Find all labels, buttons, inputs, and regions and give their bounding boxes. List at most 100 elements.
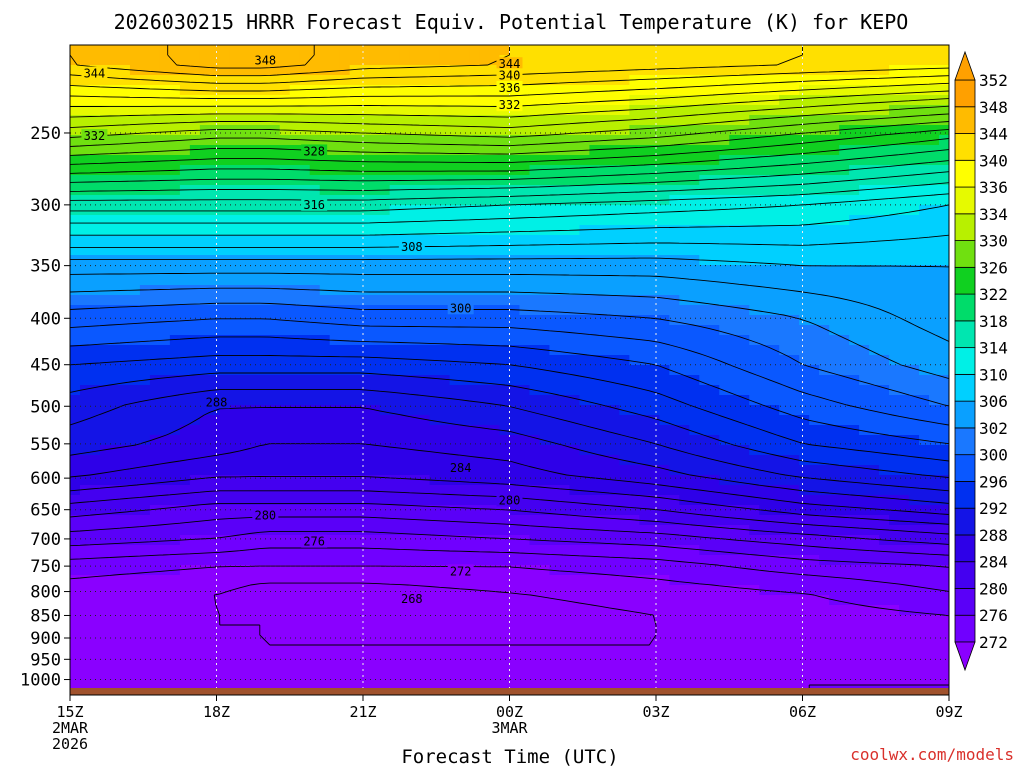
- field-cell: [779, 445, 790, 456]
- field-cell: [509, 325, 521, 336]
- field-cell: [599, 205, 610, 216]
- field-cell: [489, 115, 501, 126]
- field-cell: [419, 275, 431, 286]
- field-cell: [359, 285, 371, 296]
- field-cell: [919, 455, 930, 466]
- field-cell: [839, 435, 850, 446]
- field-cell: [629, 505, 640, 516]
- field-cell: [199, 45, 211, 56]
- field-cell: [609, 345, 620, 356]
- field-cell: [379, 505, 391, 516]
- field-cell: [789, 155, 800, 166]
- field-cell: [549, 435, 561, 446]
- field-cell: [699, 265, 710, 276]
- field-cell: [819, 115, 830, 126]
- field-cell: [849, 525, 860, 536]
- field-cell: [829, 365, 840, 376]
- field-cell: [549, 325, 561, 336]
- field-cell: [859, 565, 870, 576]
- field-cell: [199, 325, 211, 336]
- field-cell: [879, 135, 890, 146]
- field-cell: [269, 155, 281, 166]
- field-cell: [729, 255, 740, 266]
- field-cell: [529, 85, 541, 96]
- field-cell: [729, 65, 740, 76]
- field-cell: [99, 275, 111, 286]
- field-cell: [189, 135, 201, 146]
- field-cell: [809, 365, 820, 376]
- field-cell: [469, 315, 481, 326]
- field-cell: [519, 415, 531, 426]
- field-cell: [659, 485, 670, 496]
- field-cell: [869, 265, 880, 276]
- field-cell: [429, 425, 441, 436]
- field-cell: [129, 535, 141, 546]
- field-cell: [119, 235, 131, 246]
- field-cell: [889, 95, 900, 106]
- field-cell: [419, 455, 431, 466]
- field-cell: [699, 575, 710, 586]
- field-cell: [759, 85, 770, 96]
- field-cell: [859, 105, 870, 116]
- field-cell: [179, 275, 191, 286]
- field-cell: [189, 455, 201, 466]
- field-cell: [109, 265, 121, 276]
- field-cell: [479, 515, 491, 526]
- field-cell: [789, 475, 800, 486]
- field-cell: [369, 105, 381, 116]
- field-cell: [259, 485, 271, 496]
- field-cell: [809, 415, 820, 426]
- field-cell: [809, 185, 820, 196]
- field-cell: [259, 335, 271, 346]
- field-cell: [809, 175, 820, 186]
- field-cell: [279, 155, 291, 166]
- field-cell: [139, 575, 151, 586]
- field-cell: [329, 255, 341, 266]
- field-cell: [479, 265, 491, 276]
- field-cell: [439, 425, 451, 436]
- field-cell: [159, 75, 171, 86]
- field-cell: [499, 285, 511, 296]
- field-cell: [279, 95, 291, 106]
- field-cell: [919, 205, 930, 216]
- field-cell: [749, 385, 760, 396]
- field-cell: [509, 315, 521, 326]
- field-cell: [659, 285, 670, 296]
- field-cell: [439, 85, 451, 96]
- field-cell: [189, 185, 201, 196]
- field-cell: [459, 435, 471, 446]
- field-cell: [249, 445, 261, 456]
- field-cell: [599, 65, 610, 76]
- field-cell: [89, 115, 101, 126]
- field-cell: [759, 465, 770, 476]
- field-cell: [329, 235, 341, 246]
- field-cell: [849, 355, 860, 366]
- field-cell: [739, 375, 750, 386]
- field-cell: [109, 225, 121, 236]
- field-cell: [89, 175, 101, 186]
- field-cell: [729, 385, 740, 396]
- field-cell: [889, 325, 900, 336]
- field-cell: [429, 155, 441, 166]
- field-cell: [89, 105, 101, 116]
- field-cell: [869, 545, 880, 556]
- field-cell: [679, 605, 690, 616]
- field-cell: [409, 85, 421, 96]
- field-cell: [689, 585, 700, 596]
- field-cell: [709, 555, 720, 566]
- field-cell: [129, 305, 141, 316]
- field-cell: [89, 285, 101, 296]
- field-cell: [889, 555, 900, 566]
- field-cell: [599, 45, 610, 56]
- field-cell: [389, 135, 401, 146]
- field-cell: [159, 125, 171, 136]
- field-cell: [469, 465, 481, 476]
- field-cell: [859, 595, 870, 606]
- field-cell: [689, 445, 700, 456]
- field-cell: [209, 505, 221, 516]
- field-cell: [639, 75, 650, 86]
- field-cell: [569, 505, 581, 516]
- field-cell: [349, 75, 361, 86]
- field-cell: [429, 535, 441, 546]
- field-cell: [589, 95, 600, 106]
